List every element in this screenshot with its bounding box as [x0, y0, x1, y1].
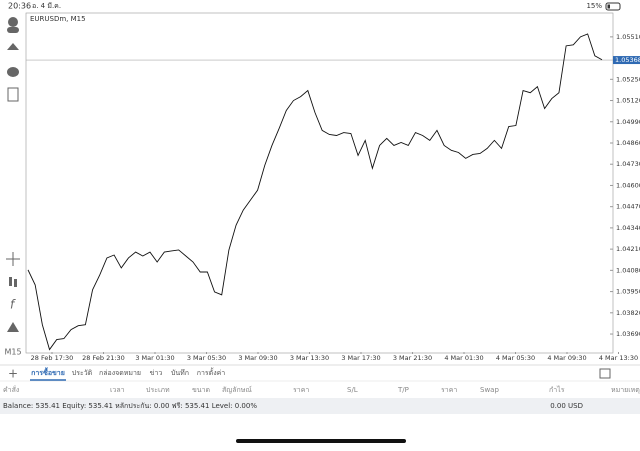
battery: 15%: [586, 2, 602, 10]
column-header[interactable]: ราคา: [441, 386, 457, 394]
column-header[interactable]: T/P: [397, 386, 409, 394]
y-tick-label: 1.04080: [616, 266, 640, 274]
column-header[interactable]: ประเภท: [146, 386, 170, 394]
y-tick-label: 1.05510: [616, 33, 640, 41]
battery-icon: [605, 2, 621, 11]
timeframe[interactable]: M15: [4, 348, 21, 357]
x-tick-label: 3 Mar 17:30: [341, 354, 380, 362]
tab[interactable]: การซื้อขาย: [31, 366, 65, 377]
tab[interactable]: ข่าว: [150, 369, 163, 377]
tab[interactable]: ประวัติ: [72, 369, 93, 377]
column-header[interactable]: ราคา: [293, 386, 309, 394]
status-time: 20:36: [8, 2, 31, 11]
x-tick-label: 3 Mar 01:30: [135, 354, 174, 362]
account-summary: Balance: 535.41 Equity: 535.41 หลักประกั…: [3, 402, 257, 410]
x-tick-label: 4 Mar 13:30: [599, 354, 638, 362]
svg-text:f: f: [10, 298, 16, 312]
y-tick-label: 1.04210: [616, 245, 640, 253]
column-header[interactable]: ขนาด: [192, 386, 210, 394]
x-tick-label: 4 Mar 05:30: [496, 354, 535, 362]
y-tick-label: 1.03950: [616, 288, 640, 296]
layout-button[interactable]: [599, 368, 611, 379]
y-tick-label: 1.04470: [616, 203, 640, 211]
x-tick-label: 4 Mar 09:30: [547, 354, 586, 362]
price-line: [27, 33, 603, 351]
column-header[interactable]: Swap: [480, 386, 499, 394]
y-tick-label: 1.04730: [616, 160, 640, 168]
y-tick-label: 1.04340: [616, 224, 640, 232]
summary-bar: [0, 398, 640, 414]
x-tick-label: 4 Mar 01:30: [444, 354, 483, 362]
x-tick-label: 3 Mar 09:30: [238, 354, 277, 362]
column-header[interactable]: สัญลักษณ์: [222, 386, 252, 394]
x-tick-label: 3 Mar 05:30: [187, 354, 226, 362]
battery-level: [607, 4, 610, 9]
total-profit: 0.00 USD: [550, 402, 583, 410]
y-tick-label: 1.03820: [616, 309, 640, 317]
y-tick-label: 1.04990: [616, 118, 640, 126]
column-header[interactable]: เวลา: [110, 386, 125, 394]
column-header[interactable]: กำไร: [549, 385, 565, 394]
left-toolbar[interactable]: f: [6, 17, 20, 332]
y-tick-label: 1.04860: [616, 139, 640, 147]
chart-frame: [25, 12, 614, 354]
current-price-label: 1.05368: [615, 56, 640, 64]
symbol-label: EURUSDm, M15: [30, 15, 86, 23]
add-button[interactable]: +: [8, 367, 18, 381]
column-header[interactable]: S/L: [347, 386, 358, 394]
x-tick-label: 28 Feb 17:30: [31, 354, 74, 362]
tab[interactable]: บันทึก: [171, 368, 189, 377]
status-date: อ. 4 มี.ค.: [32, 2, 61, 10]
y-tick-label: 1.03690: [616, 330, 640, 338]
home-indicator: [236, 439, 406, 443]
x-tick-label: 3 Mar 21:30: [393, 354, 432, 362]
tab[interactable]: การตั้งค่า: [197, 366, 226, 377]
tab[interactable]: กล่องจดหมาย: [99, 369, 141, 377]
current-price-box: [613, 56, 640, 65]
y-tick-label: 1.04600: [616, 181, 640, 189]
x-tick-label: 28 Feb 21:30: [82, 354, 125, 362]
column-header[interactable]: หมายเหตุ: [611, 386, 640, 394]
x-tick-label: 3 Mar 13:30: [290, 354, 329, 362]
y-tick-label: 1.05250: [616, 75, 640, 83]
y-tick-label: 1.05120: [616, 97, 640, 105]
column-header[interactable]: คำสั่ง: [3, 385, 19, 394]
